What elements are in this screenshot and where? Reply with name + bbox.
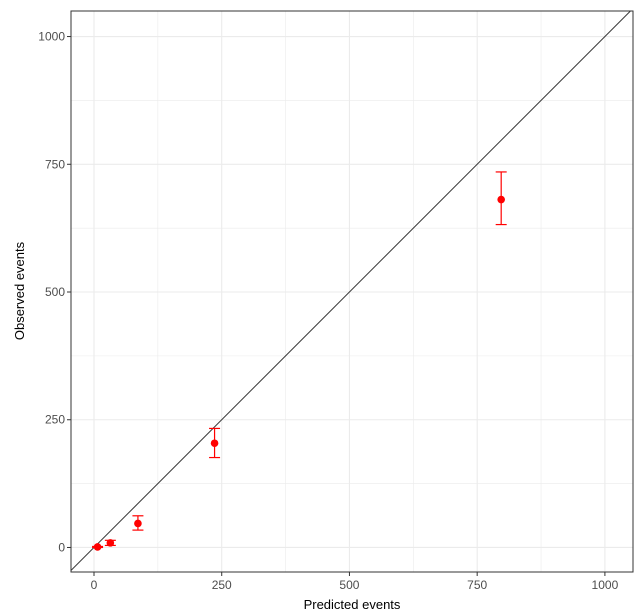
x-tick-label: 250 [212, 578, 232, 592]
x-tick-label: 750 [467, 578, 487, 592]
data-point [93, 543, 102, 551]
data-point-group [495, 171, 507, 226]
y-axis-title: Observed events [12, 241, 27, 340]
panel-border [70, 10, 634, 573]
x-tick-label: 1000 [592, 578, 619, 592]
x-tick-label: 0 [91, 578, 98, 592]
data-points [92, 171, 507, 551]
y-tick-label: 250 [45, 413, 65, 427]
data-point [497, 195, 505, 204]
data-point-group [92, 543, 104, 551]
y-tick-label: 1000 [38, 30, 65, 44]
x-tick-label: 500 [339, 578, 359, 592]
data-point-group [132, 515, 144, 531]
y-tick-label: 500 [45, 285, 65, 299]
data-point [210, 439, 219, 448]
y-axis-ticks: 0 250 500 750 1000 [38, 30, 71, 554]
reference-line [71, 11, 632, 572]
data-point [106, 539, 115, 547]
data-point-group [104, 539, 116, 547]
y-tick-label: 0 [58, 540, 65, 554]
grid-lines [71, 11, 633, 572]
x-axis-title: Predicted events [304, 597, 401, 612]
data-point-group [209, 427, 221, 459]
y-tick-label: 750 [45, 157, 65, 171]
data-point [134, 519, 142, 528]
x-axis-ticks: 0 250 500 750 1000 [91, 572, 619, 592]
